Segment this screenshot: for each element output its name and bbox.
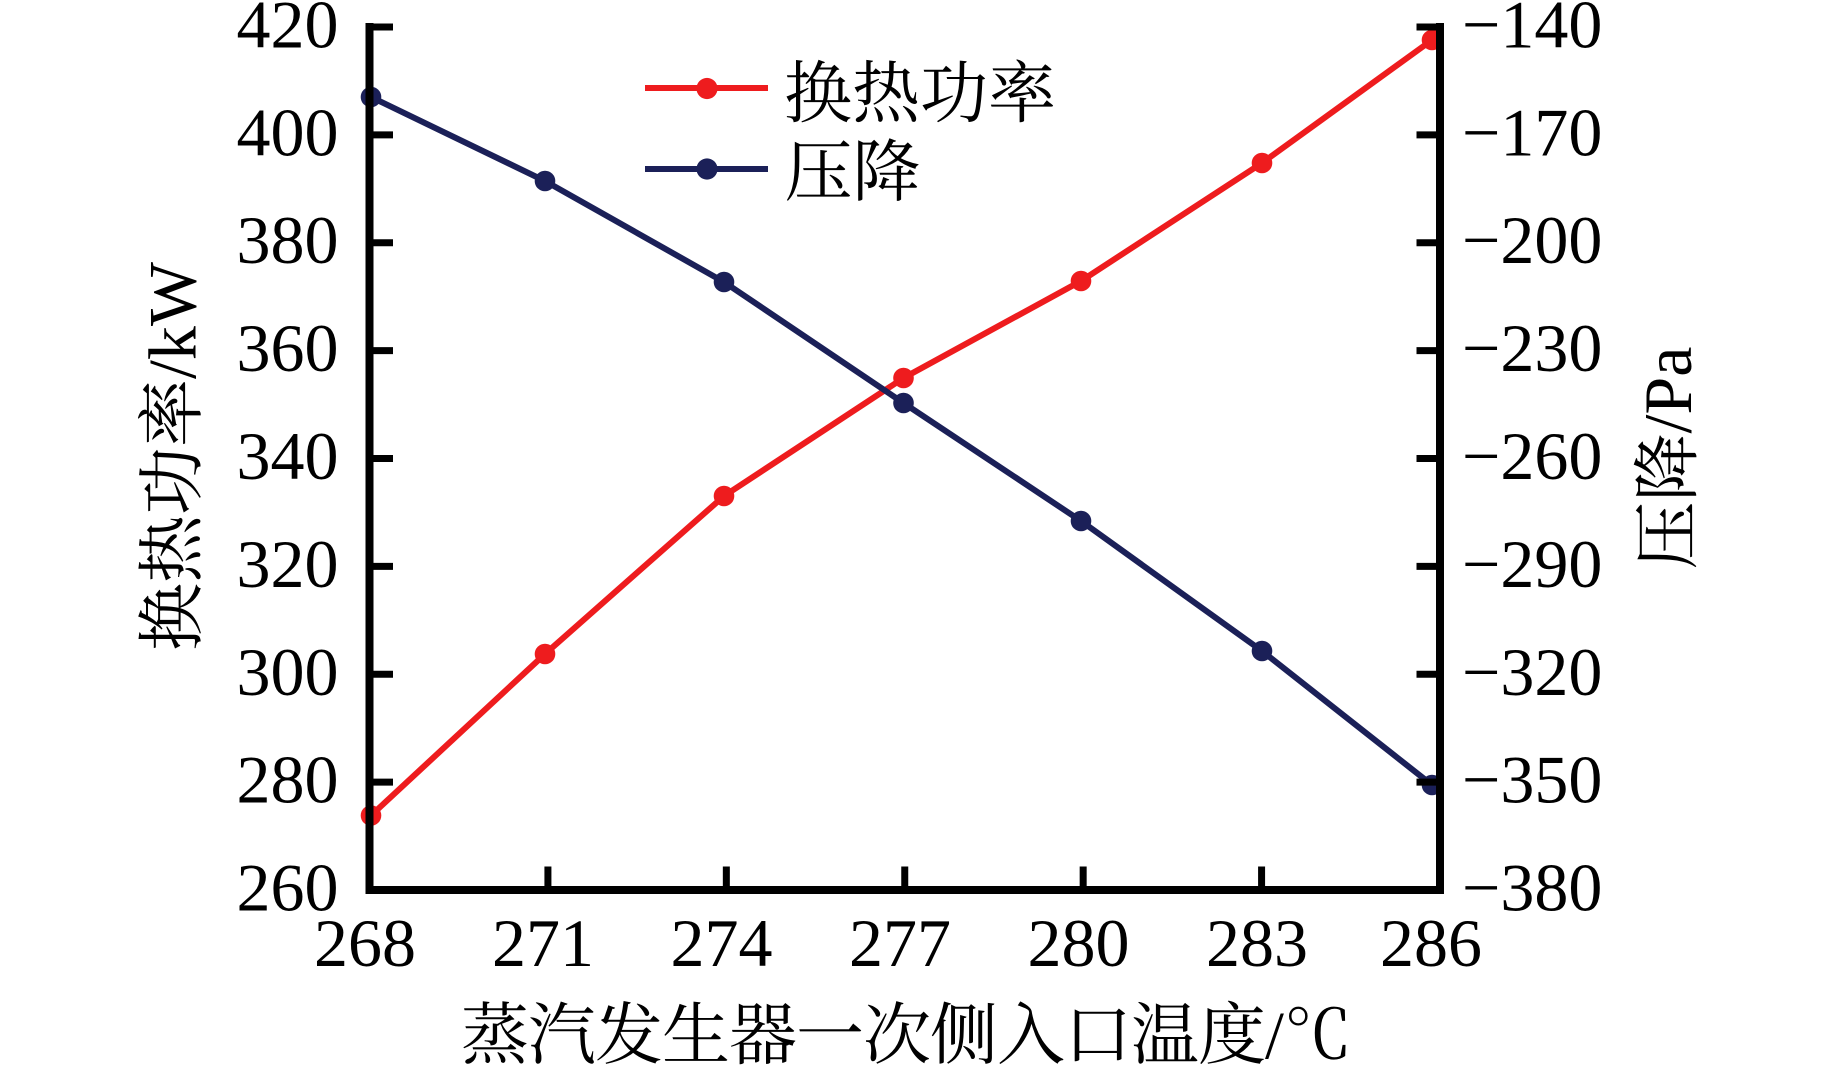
- svg-text:−290: −290: [1462, 526, 1602, 602]
- svg-text:−170: −170: [1462, 94, 1602, 170]
- svg-text:−200: −200: [1462, 202, 1602, 278]
- svg-text:271: 271: [492, 905, 594, 981]
- svg-text:420: 420: [237, 0, 339, 63]
- svg-text:360: 360: [237, 310, 339, 386]
- svg-text:274: 274: [671, 905, 773, 981]
- svg-text:380: 380: [237, 202, 339, 278]
- svg-text:280: 280: [1028, 905, 1130, 981]
- svg-text:/kW: /kW: [135, 261, 211, 379]
- svg-text:283: 283: [1206, 905, 1308, 981]
- svg-text:300: 300: [237, 634, 339, 710]
- svg-text:268: 268: [314, 905, 416, 981]
- svg-text:340: 340: [237, 418, 339, 494]
- svg-text:−140: −140: [1462, 0, 1602, 63]
- svg-text:400: 400: [237, 94, 339, 170]
- svg-text:−320: −320: [1462, 634, 1602, 710]
- svg-text:−260: −260: [1462, 418, 1602, 494]
- svg-text:277: 277: [849, 905, 951, 981]
- svg-text:−350: −350: [1462, 742, 1602, 818]
- svg-text:/: /: [1265, 998, 1284, 1071]
- svg-text:260: 260: [237, 850, 339, 926]
- svg-text:320: 320: [237, 526, 339, 602]
- svg-text:−380: −380: [1462, 850, 1602, 926]
- svg-text:/Pa: /Pa: [1630, 347, 1706, 434]
- svg-text:280: 280: [237, 742, 339, 818]
- svg-text:−230: −230: [1462, 310, 1602, 386]
- svg-text:286: 286: [1380, 905, 1482, 981]
